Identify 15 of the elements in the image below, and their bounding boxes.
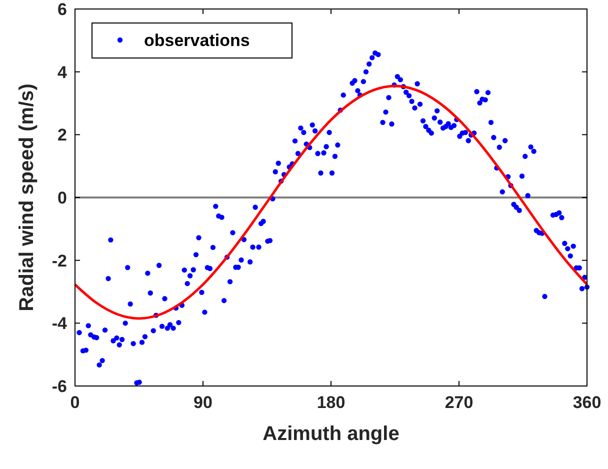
y-tick-label: 2 <box>58 126 67 145</box>
y-axis-title: Radial wind speed (m/s) <box>16 84 38 312</box>
y-tick-label: -2 <box>52 251 67 270</box>
x-tick-label: 180 <box>316 393 346 412</box>
x-axis-title: Azimuth angle <box>262 423 400 445</box>
y-tick-label: -6 <box>52 377 67 396</box>
y-tick-label: 4 <box>58 62 68 82</box>
x-tick-label: 90 <box>194 393 212 412</box>
x-tick-label: 0 <box>70 393 80 412</box>
y-tick-label: 6 <box>58 0 67 19</box>
x-tick-label: 270 <box>444 393 474 412</box>
y-tick-label: -4 <box>52 314 68 334</box>
legend-label: observations <box>144 31 250 50</box>
x-tick-label: 360 <box>572 393 602 412</box>
y-tick-label: 0 <box>58 188 67 208</box>
